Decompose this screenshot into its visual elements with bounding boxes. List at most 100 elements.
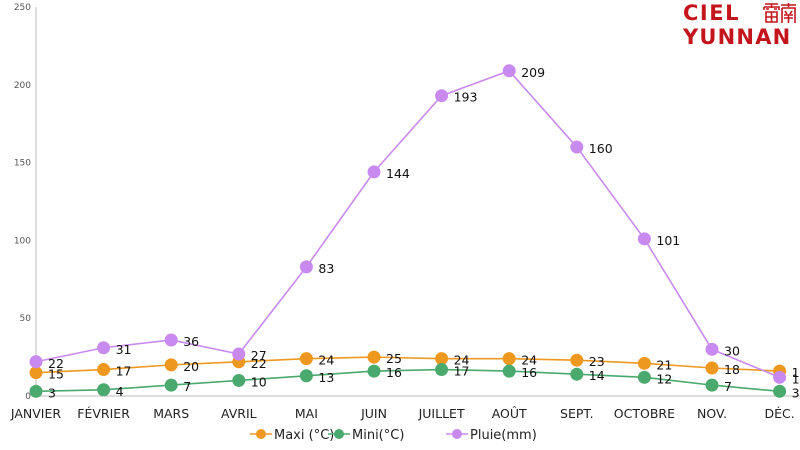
data-point	[164, 333, 178, 347]
y-tick-label: 250	[14, 3, 31, 13]
data-label: 16	[386, 365, 402, 380]
data-point	[637, 232, 651, 246]
data-label: 7	[724, 379, 732, 394]
data-point	[232, 347, 246, 361]
x-tick-label: JUIN	[360, 406, 387, 421]
y-tick-label: 200	[14, 81, 31, 91]
series-2: 3 4 7 10 13 16 17 16 14 12 7 3	[29, 363, 800, 400]
series-1: 15 17 20 22 24 25 24 24 23 21 18 16	[29, 350, 800, 382]
data-label: 18	[724, 362, 740, 377]
data-label: 13	[318, 370, 334, 385]
data-label: 16	[521, 365, 537, 380]
data-point	[232, 373, 246, 387]
y-tick-label: 100	[14, 236, 31, 246]
data-label: 3	[792, 385, 800, 400]
y-tick-label: 150	[14, 159, 31, 169]
data-point	[164, 358, 178, 372]
chart-axes: 0 50 100 150 200 250 JANVIER FÉVRIER MARS AVRIL MA…	[10, 3, 800, 421]
data-point	[367, 364, 381, 378]
data-label: 31	[116, 342, 132, 357]
data-point	[773, 370, 787, 384]
legend-marker	[452, 429, 462, 439]
data-point	[570, 140, 584, 154]
data-point	[502, 364, 516, 378]
data-label: 21	[656, 357, 672, 372]
data-point	[502, 64, 516, 78]
data-point	[299, 352, 313, 366]
data-point	[29, 366, 43, 380]
data-label: 144	[386, 166, 410, 181]
data-label: 12	[792, 371, 800, 386]
series-line	[35, 69, 780, 379]
data-point	[97, 341, 111, 355]
data-label: 22	[251, 356, 267, 371]
data-label: 193	[454, 90, 478, 105]
data-point	[435, 89, 449, 103]
y-tick-label: 50	[20, 314, 32, 324]
data-point	[637, 370, 651, 384]
legend-marker	[334, 429, 344, 439]
data-label: 17	[454, 364, 470, 379]
data-label: 160	[589, 141, 613, 156]
x-tick-label: DÉC.	[764, 406, 794, 421]
legend-label: Mini(°C)	[352, 428, 404, 443]
data-point	[502, 352, 516, 366]
x-tick-label: OCTOBRE	[614, 406, 675, 421]
data-point	[299, 369, 313, 383]
data-point	[637, 356, 651, 370]
brand-logo-line1: CIEL	[683, 1, 740, 25]
data-point	[29, 355, 43, 369]
x-tick-label: FÉVRIER	[77, 406, 130, 421]
data-label: 24	[454, 353, 470, 368]
legend-item: Maxi (°C)	[250, 428, 334, 443]
data-label: 22	[48, 356, 64, 371]
x-tick-label: MAI	[295, 406, 318, 421]
data-label: 7	[183, 379, 191, 394]
data-point	[435, 352, 449, 366]
data-label: 36	[183, 334, 199, 349]
data-point	[773, 384, 787, 398]
data-label: 17	[116, 364, 132, 379]
data-point	[705, 342, 719, 356]
data-label: 15	[48, 367, 64, 382]
data-point	[97, 363, 111, 377]
chart-series: 1517202224252424232118163471013161716141…	[29, 64, 800, 400]
data-label: 30	[724, 343, 740, 358]
legend-item: Pluie(mm)	[446, 428, 537, 443]
series-line	[35, 368, 780, 393]
series-3: 22 31 36 27 83 144 193 209 160 101 30 12	[29, 64, 800, 386]
brand-glyph-icon	[763, 3, 796, 23]
data-point	[164, 378, 178, 392]
x-tick-label: NOV.	[697, 406, 727, 421]
data-label: 20	[183, 359, 199, 374]
data-label: 27	[251, 348, 267, 363]
legend-label: Maxi (°C)	[274, 428, 334, 443]
x-tick-label: JANVIER	[10, 406, 62, 421]
data-label: 14	[589, 368, 605, 383]
data-label: 83	[318, 261, 334, 276]
data-label: 25	[386, 351, 402, 366]
data-point	[299, 260, 313, 274]
legend-marker	[256, 429, 266, 439]
x-tick-label: AVRIL	[221, 406, 257, 421]
brand-logo: CIEL YUNNAN	[683, 0, 800, 52]
data-point	[367, 350, 381, 364]
data-point	[367, 165, 381, 179]
x-tick-label: AOÛT	[492, 406, 527, 421]
series-line	[35, 356, 780, 374]
legend-item: Mini(°C)	[328, 428, 404, 443]
data-label: 24	[521, 353, 537, 368]
y-tick-label: 0	[25, 392, 31, 402]
x-tick-label: JUILLET	[418, 406, 465, 421]
data-label: 209	[521, 65, 545, 80]
x-tick-label: SEPT.	[560, 406, 594, 421]
data-point	[705, 378, 719, 392]
data-point	[435, 363, 449, 377]
data-label: 101	[656, 233, 680, 248]
data-label: 4	[116, 384, 124, 399]
data-label: 10	[251, 374, 267, 389]
data-point	[705, 361, 719, 375]
data-point	[29, 384, 43, 398]
data-point	[570, 353, 584, 367]
